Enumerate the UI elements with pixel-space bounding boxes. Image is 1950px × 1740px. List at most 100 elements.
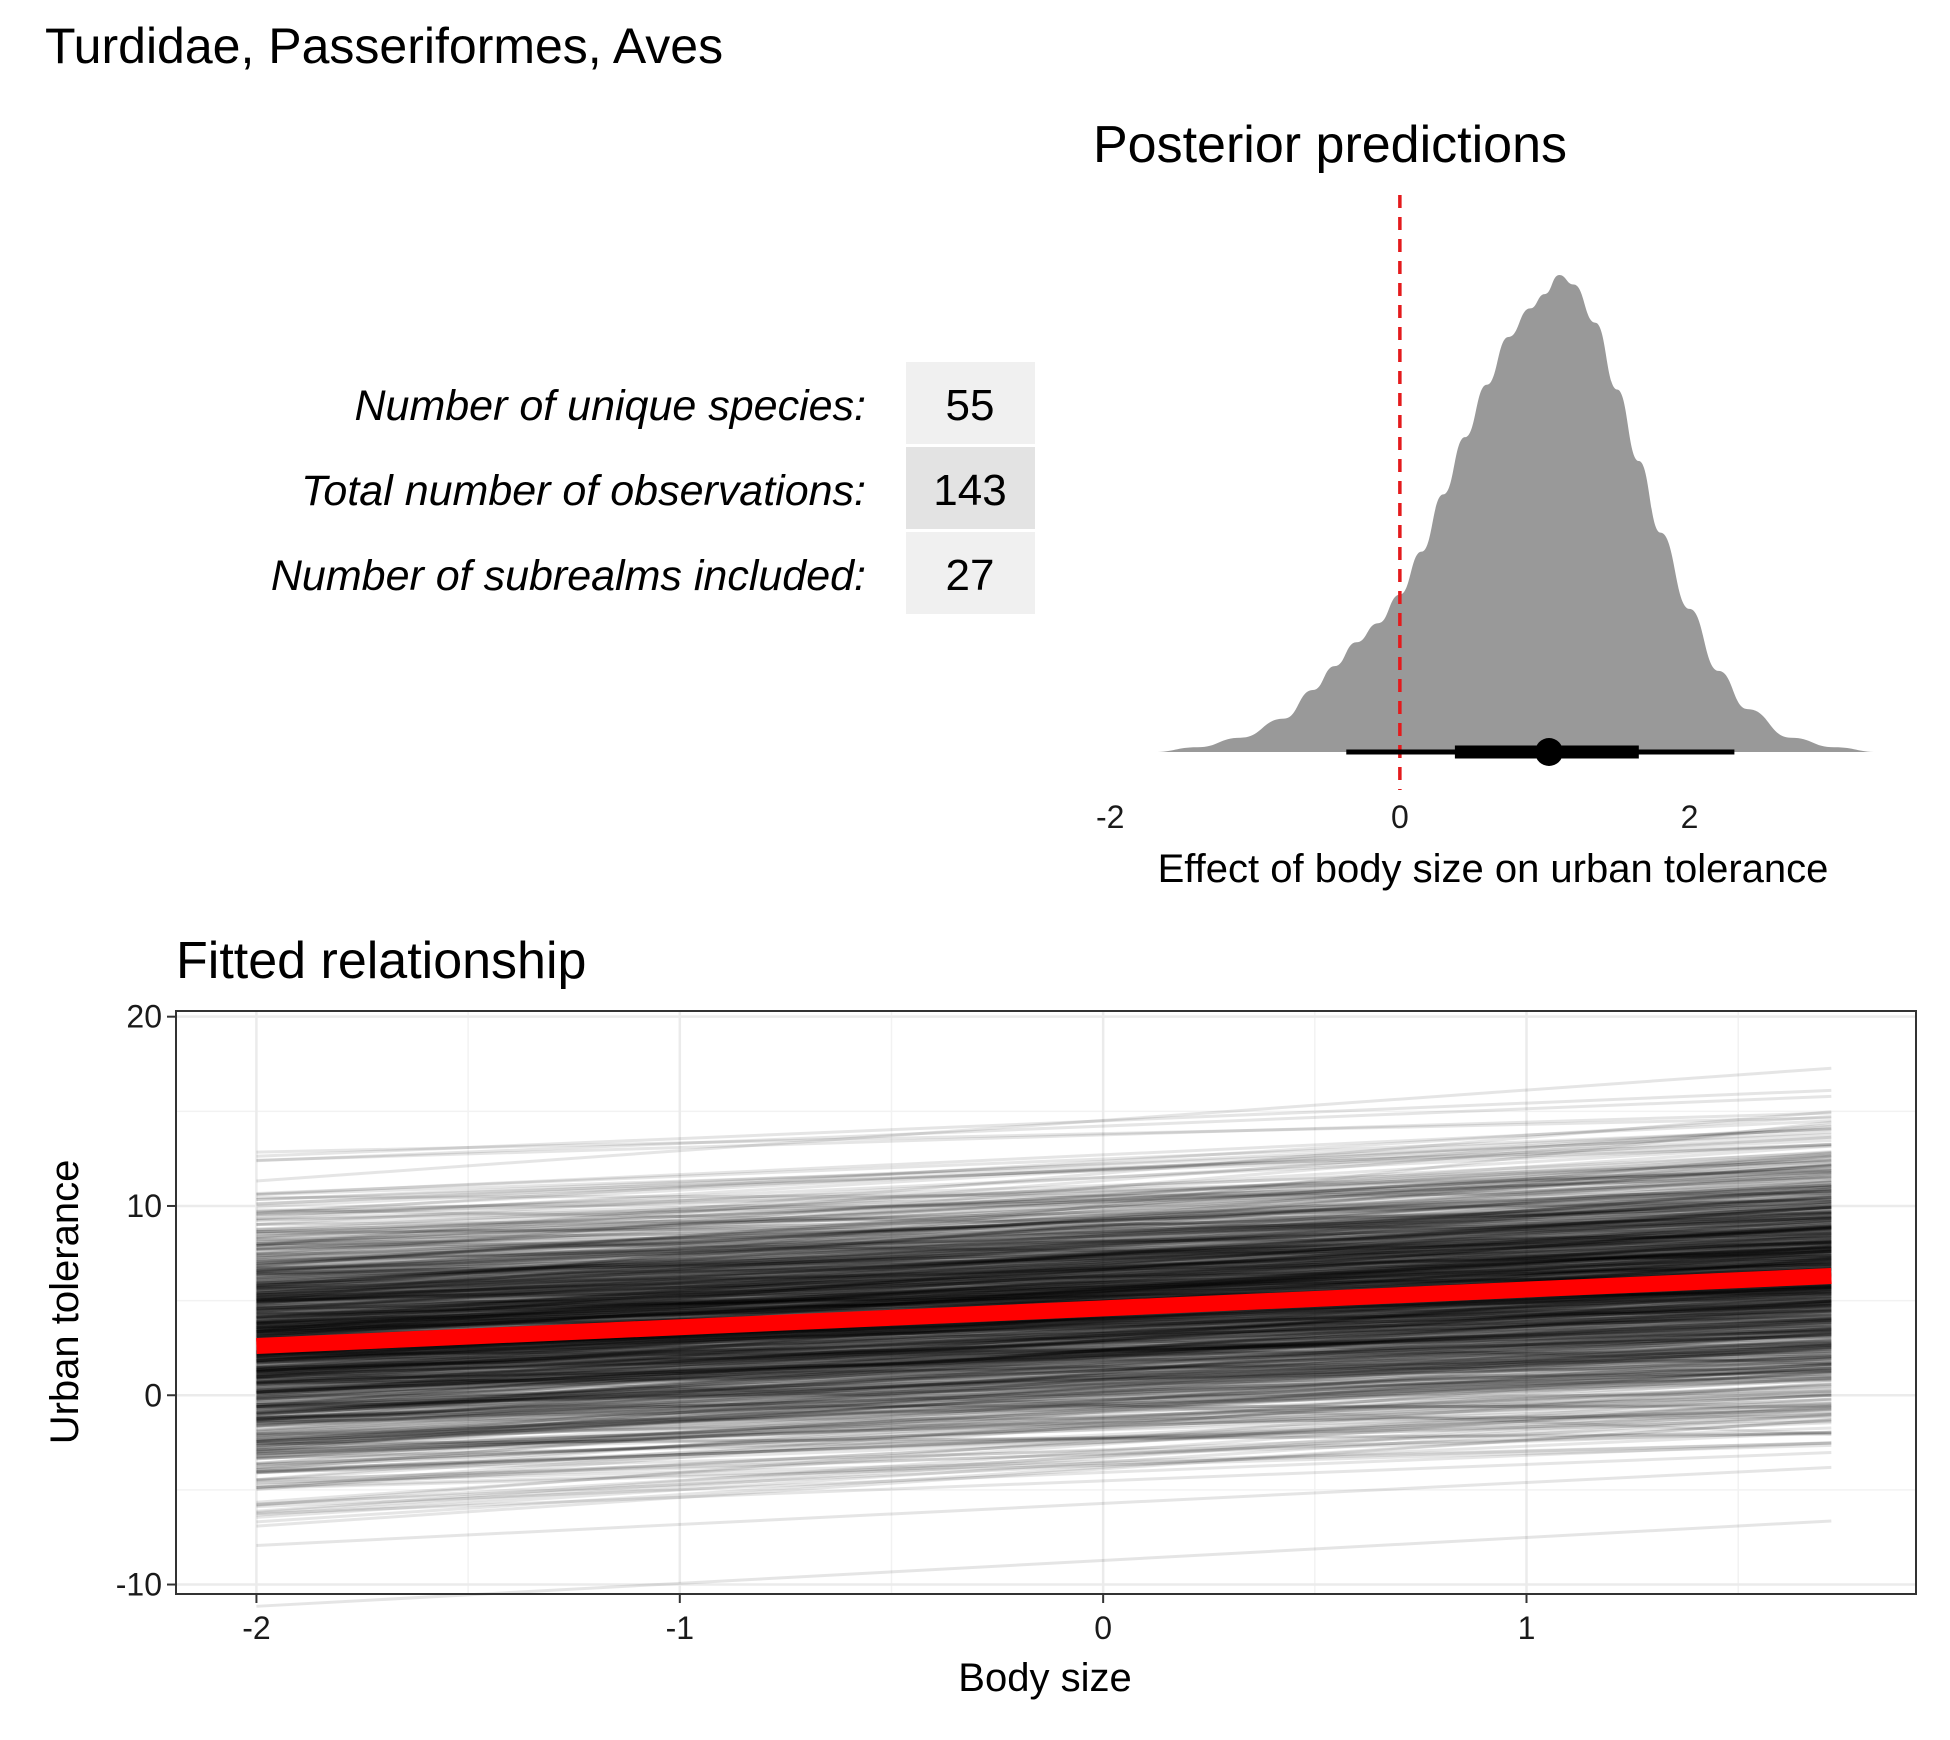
posterior-draw-line <box>256 1269 1832 1317</box>
posterior-draw-line <box>256 1303 1832 1365</box>
posterior-draw-line <box>256 1152 1832 1256</box>
posterior-draw-line <box>256 1343 1832 1423</box>
posterior-draw-line <box>256 1123 1832 1247</box>
posterior-draw-line <box>256 1362 1832 1461</box>
posterior-draw-line <box>256 1247 1832 1300</box>
posterior-draw-line <box>256 1407 1832 1473</box>
posterior-draw-line <box>256 1328 1832 1429</box>
posterior-draw-line <box>256 1278 1832 1399</box>
posterior-draw-line <box>256 1212 1832 1272</box>
posterior-draw-line <box>256 1303 1832 1420</box>
posterior-draw-line <box>256 1216 1832 1276</box>
posterior-draw-line <box>256 1328 1832 1359</box>
fitted-y-ticks: -10 0 10 20 <box>116 999 176 1603</box>
posterior-draw-line <box>256 1368 1832 1440</box>
posterior-draw-line <box>256 1168 1832 1214</box>
posterior-draw-line <box>256 1204 1832 1274</box>
posterior-draw-line <box>256 1308 1832 1370</box>
posterior-draw-line <box>256 1226 1832 1306</box>
posterior-draw-line <box>256 1176 1832 1227</box>
posterior-draw-line <box>256 1202 1832 1266</box>
posterior-draw-line <box>256 1191 1832 1285</box>
posterior-draw-line <box>256 1267 1832 1319</box>
posterior-draw-line <box>256 1377 1832 1443</box>
posterior-draw-line <box>256 1163 1832 1247</box>
posterior-draw-line <box>256 1346 1832 1435</box>
posterior-draw-line <box>256 1236 1832 1270</box>
posterior-draw-line <box>256 1319 1832 1392</box>
posterior-draw-line <box>256 1363 1832 1489</box>
posterior-draw-line <box>256 1300 1832 1379</box>
posterior-draw-line <box>256 1239 1832 1299</box>
posterior-draw-line <box>256 1361 1832 1402</box>
posterior-draw-line <box>256 1228 1832 1281</box>
posterior-draw-line <box>256 1366 1832 1443</box>
posterior-draw-line <box>256 1355 1832 1436</box>
posterior-draw-line <box>256 1135 1832 1208</box>
posterior-draw-line <box>256 1244 1832 1399</box>
posterior-draw-line <box>256 1299 1832 1385</box>
posterior-draw-line <box>256 1309 1832 1373</box>
posterior-draw-line <box>256 1254 1832 1280</box>
posterior-draw-line <box>256 1218 1832 1338</box>
posterior-draw-line <box>256 1124 1832 1260</box>
posterior-draw-line <box>256 1309 1832 1394</box>
posterior-draw-line <box>256 1340 1832 1374</box>
posterior-draw-line <box>256 1316 1832 1353</box>
posterior-draw-line <box>256 1220 1832 1297</box>
posterior-draw-line <box>256 1309 1832 1393</box>
posterior-draw-line <box>256 1225 1832 1334</box>
posterior-draw-line <box>256 1369 1832 1491</box>
posterior-draw-line <box>256 1211 1832 1282</box>
posterior-draw-line <box>256 1295 1832 1393</box>
posterior-draw-line <box>256 1392 1832 1504</box>
posterior-draw-line <box>256 1206 1832 1236</box>
posterior-draw-line <box>256 1193 1832 1283</box>
posterior-draw-line <box>256 1278 1832 1408</box>
posterior-draw-line <box>256 1169 1832 1216</box>
posterior-draw-line <box>256 1316 1832 1396</box>
posterior-draw-line <box>256 1412 1832 1472</box>
posterior-draw-line <box>256 1342 1832 1413</box>
posterior-draw-line <box>256 1301 1832 1353</box>
posterior-draw-line <box>256 1226 1832 1295</box>
posterior-draw-line <box>256 1223 1832 1322</box>
posterior-draw-line <box>256 1363 1832 1423</box>
posterior-draw-line <box>256 1264 1832 1304</box>
posterior-draw-line <box>256 1320 1832 1394</box>
posterior-draw-line <box>256 1309 1832 1416</box>
posterior-draw-line <box>256 1337 1832 1362</box>
posterior-draw-line <box>256 1259 1832 1335</box>
posterior-draw-line <box>256 1289 1832 1375</box>
posterior-draw-line <box>256 1167 1832 1291</box>
posterior-draw-line <box>256 1252 1832 1326</box>
posterior-draw-line <box>256 1263 1832 1320</box>
posterior-draw-line <box>256 1451 1832 1516</box>
posterior-draw-line <box>256 1343 1832 1422</box>
posterior-draw-line <box>256 1418 1832 1460</box>
posterior-draw-line <box>256 1215 1832 1304</box>
posterior-draw-line <box>256 1230 1832 1287</box>
posterior-draw-line <box>256 1287 1832 1363</box>
posterior-draw-line <box>256 1307 1832 1383</box>
posterior-draw-line <box>256 1321 1832 1394</box>
posterior-draw-line <box>256 1246 1832 1290</box>
posterior-draw-line <box>256 1162 1832 1267</box>
posterior-draw-line <box>256 1215 1832 1302</box>
posterior-draw-line <box>256 1247 1832 1340</box>
posterior-draw-line <box>256 1363 1832 1440</box>
posterior-draw-line <box>256 1225 1832 1293</box>
posterior-draw-line <box>256 1142 1832 1239</box>
posterior-draw-line <box>256 1289 1832 1419</box>
posterior-draw-line <box>256 1226 1832 1297</box>
posterior-draw-line <box>256 1289 1832 1422</box>
posterior-draw-line <box>256 1223 1832 1303</box>
posterior-draw-line <box>256 1240 1832 1300</box>
posterior-draw-line <box>256 1352 1832 1359</box>
posterior-draw-line <box>256 1369 1832 1425</box>
posterior-draw-line <box>256 1285 1832 1379</box>
posterior-draw-line <box>256 1158 1832 1239</box>
posterior-draw-line <box>256 1265 1832 1291</box>
posterior-draw-line <box>256 1362 1832 1458</box>
posterior-draw-line <box>256 1173 1832 1234</box>
